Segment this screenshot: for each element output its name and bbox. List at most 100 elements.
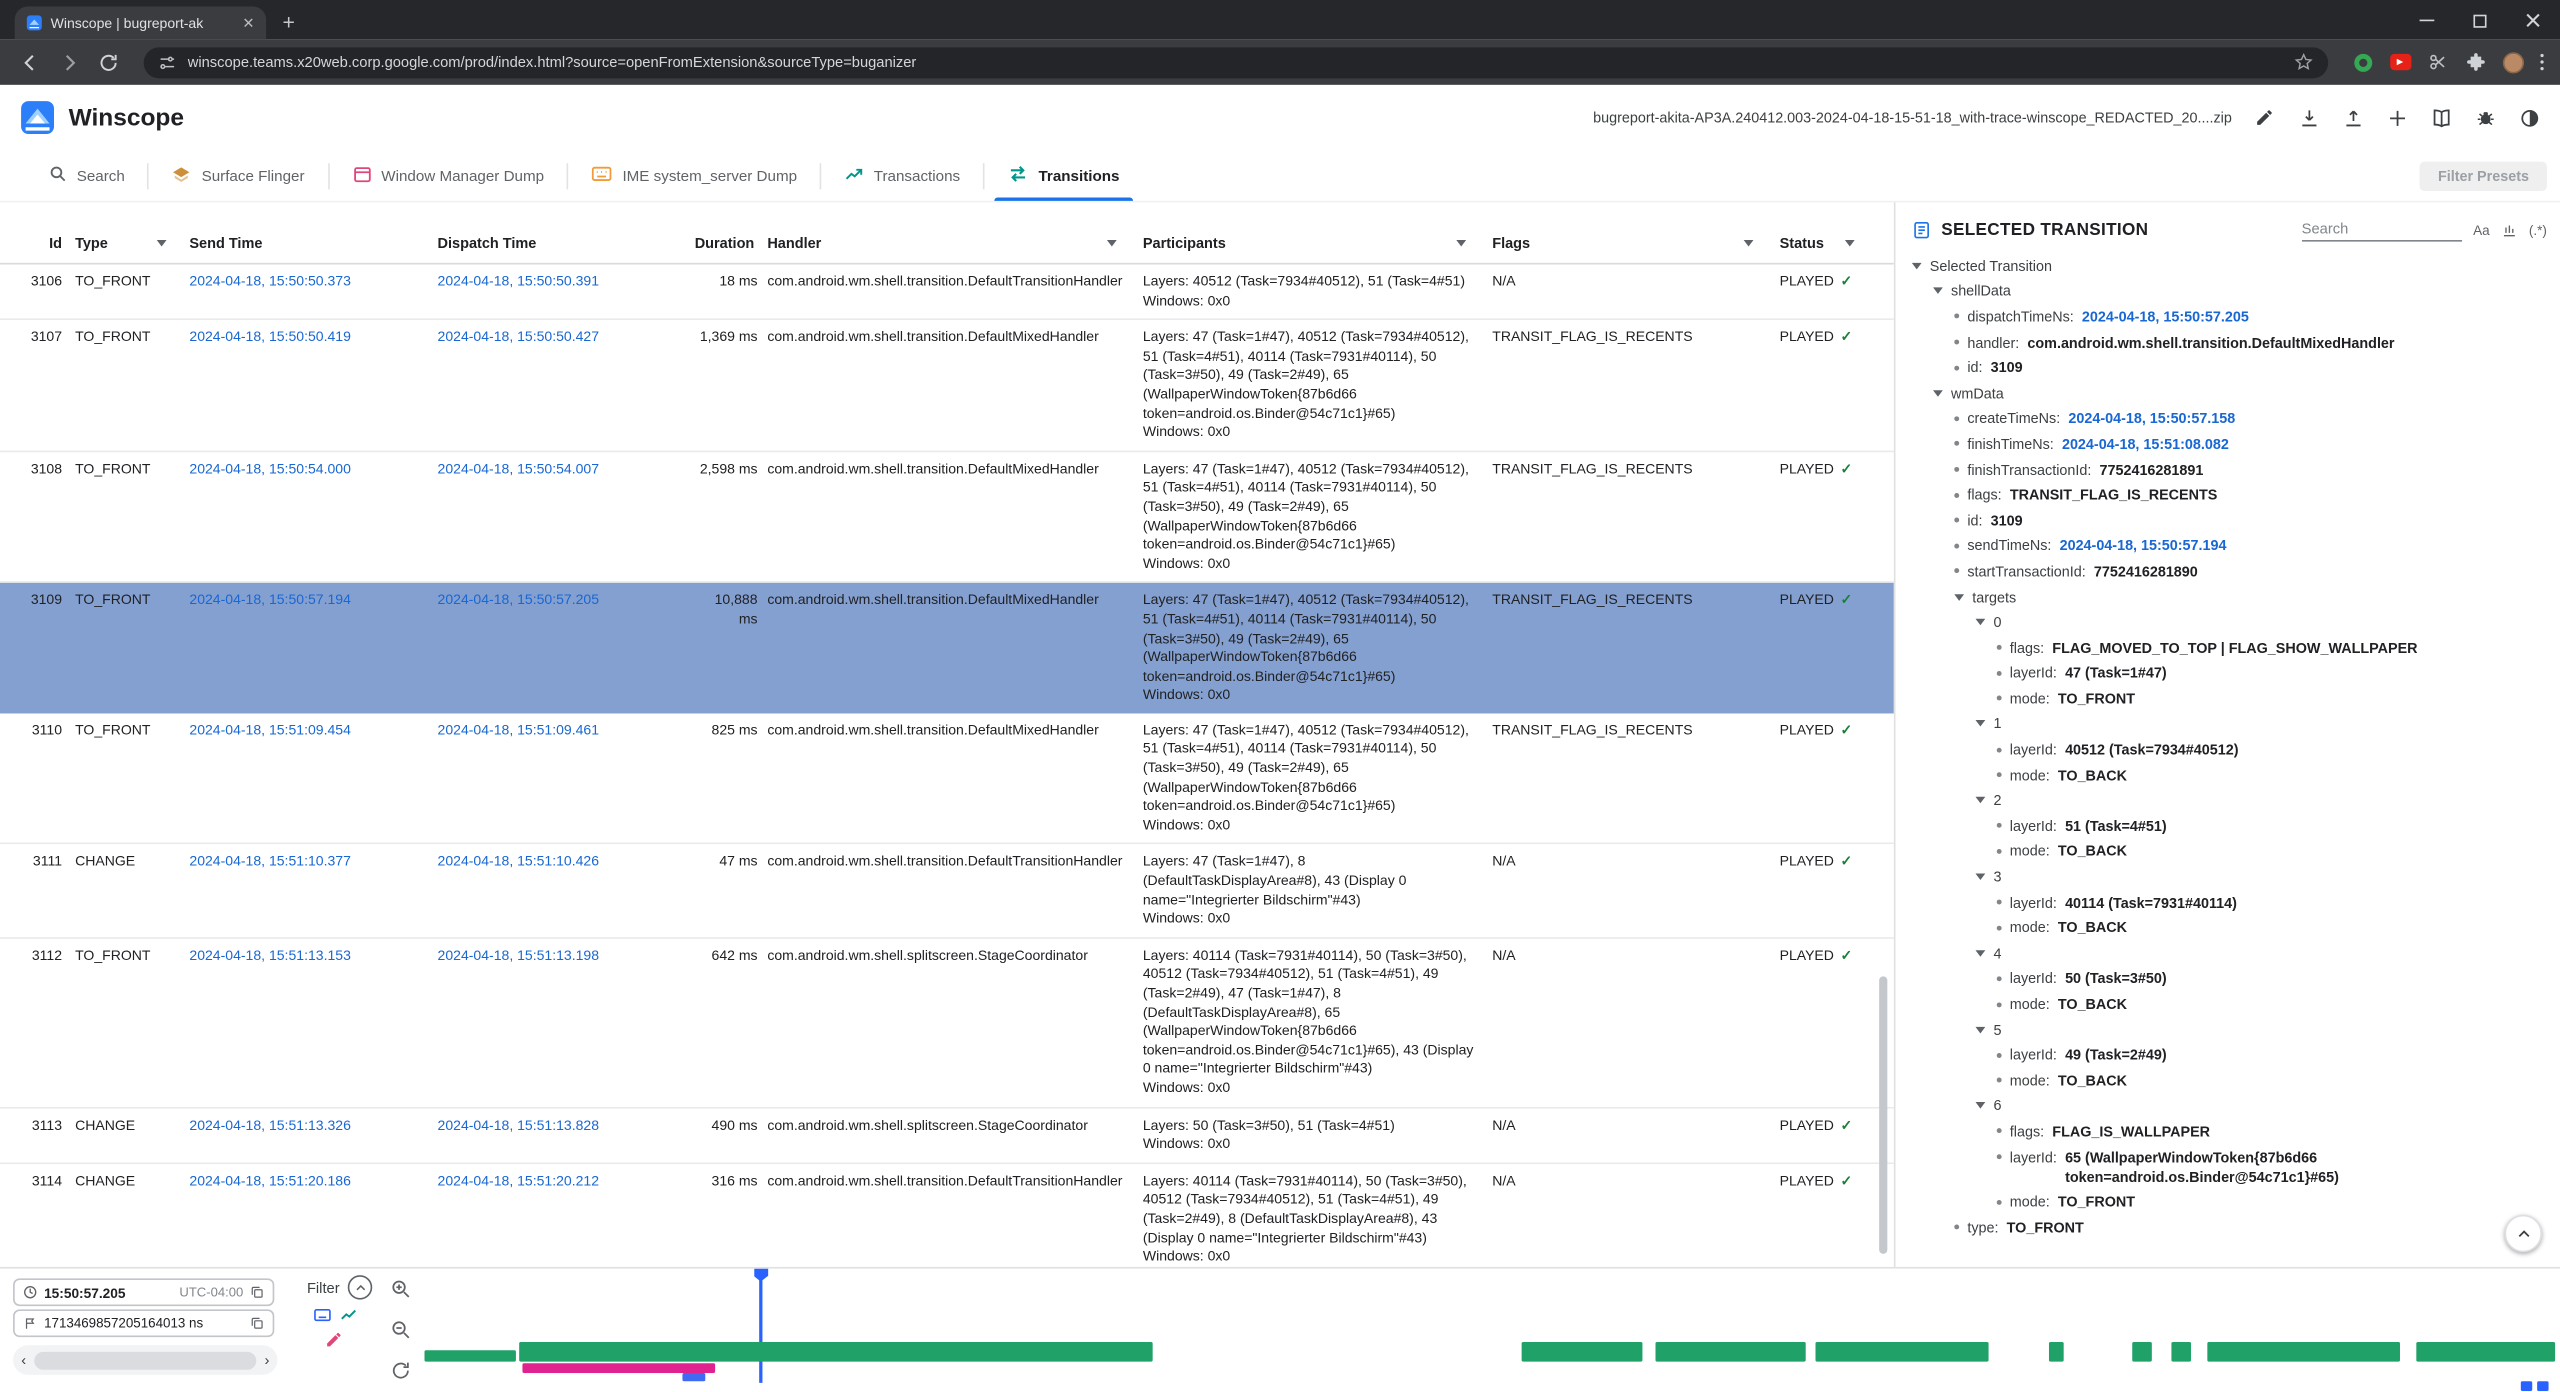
column-header-duration[interactable]: Duration [692,229,767,263]
cell-dispatch-time[interactable]: 2024-04-18, 15:51:13.198 [437,946,600,963]
tree-node-selected-transition[interactable]: Selected Transition [1911,253,2560,278]
chevron-down-icon[interactable] [1933,389,1943,397]
scroll-left-icon[interactable]: ‹ [21,1351,27,1368]
tree-property[interactable]: layerId: 65 (WallpaperWindowToken{87b6d6… [1996,1144,2560,1189]
timeline-bar[interactable] [424,1350,516,1362]
regex-button[interactable]: (.*) [2528,221,2547,238]
chevron-down-icon[interactable] [1975,797,1986,804]
chevron-down-icon[interactable] [1975,1026,1986,1033]
property-value[interactable]: 2024-04-18, 15:50:57.205 [2081,308,2249,325]
table-row[interactable]: 3111 CHANGE 2024-04-18, 15:51:10.377 2024-0… [0,845,1894,939]
timeline-bar[interactable] [1655,1342,1806,1362]
clear-icon[interactable] [2385,106,2408,129]
filter-caret-icon[interactable] [1743,239,1754,246]
extension-icon-gray[interactable] [2424,49,2450,75]
tree-property[interactable]: startTransactionId: 7752416281890 [1954,559,2560,584]
property-value[interactable]: 2024-04-18, 15:51:08.082 [2061,435,2229,453]
tree-property[interactable]: layerId: 40114 (Task=7931#40114) [1996,890,2560,915]
filter-presets-button[interactable]: Filter Presets [2419,161,2547,192]
cell-dispatch-time[interactable]: 2024-04-18, 15:51:09.461 [437,721,600,738]
scrollbar-thumb[interactable] [34,1351,257,1369]
column-header-id[interactable]: Id [0,229,75,263]
tree-property[interactable]: mode: TO_FRONT [1996,1189,2560,1214]
cell-dispatch-time[interactable]: 2024-04-18, 15:51:13.828 [437,1116,600,1133]
timeline-bar[interactable] [1521,1342,1643,1362]
tree-property[interactable]: mode: TO_BACK [1996,762,2560,787]
table-row[interactable]: 3107 TO_FRONT 2024-04-18, 15:50:50.419 2024… [0,320,1894,452]
transactions-trace-icon[interactable] [338,1304,358,1324]
chevron-down-icon[interactable] [1975,873,1986,881]
tree-property[interactable]: mode: TO_BACK [1996,915,2560,940]
tree-node-targets[interactable]: targets [1954,584,2560,609]
browser-menu-icon[interactable] [2540,54,2544,70]
tree-property[interactable]: layerId: 40512 (Task=7934#40512) [1996,737,2560,762]
timeline-bar[interactable] [682,1373,706,1382]
close-icon[interactable] [2526,13,2541,28]
tree-node-shelldata[interactable]: shellData [1933,279,2560,304]
documentation-icon[interactable] [2429,106,2452,129]
timeline-bar[interactable] [519,1342,1153,1362]
tree-node-wmdata[interactable]: wmData [1933,380,2560,405]
timeline-bar[interactable] [2520,1381,2533,1392]
tree-property[interactable]: flags: TRANSIT_FLAG_IS_RECENTS [1954,482,2560,507]
chevron-down-icon[interactable] [1933,287,1943,295]
tree-property[interactable]: mode: TO_BACK [1996,1068,2560,1093]
dark-mode-icon[interactable] [2518,106,2541,129]
table-row[interactable]: 3113 CHANGE 2024-04-18, 15:51:13.326 2024-0… [0,1108,1894,1164]
extensions-puzzle-icon[interactable] [2462,49,2488,75]
tree-property[interactable]: handler: com.android.wm.shell.transition… [1954,329,2560,354]
table-row[interactable]: 3112 TO_FRONT 2024-04-18, 15:51:13.153 2024… [0,938,1894,1108]
cell-dispatch-time[interactable]: 2024-04-18, 15:50:50.391 [437,272,600,289]
ime-trace-icon[interactable] [312,1304,332,1324]
tree-property[interactable]: layerId: 50 (Task=3#50) [1996,966,2560,991]
tree-node-0[interactable]: 0 [1975,609,2560,634]
tree-property[interactable]: id: 3109 [1954,355,2560,380]
cell-send-time[interactable]: 2024-04-18, 15:51:09.454 [189,721,351,738]
cell-send-time[interactable]: 2024-04-18, 15:50:54.000 [189,459,351,477]
scroll-right-icon[interactable]: › [264,1351,270,1368]
zoom-reset-button[interactable] [389,1358,413,1382]
tree-node-1[interactable]: 1 [1975,711,2560,736]
copy-icon[interactable] [250,1285,265,1300]
url-bar[interactable]: winscope.teams.x20web.corp.google.com/pr… [143,46,2329,78]
tab-close-icon[interactable]: ✕ [242,13,255,31]
reload-icon[interactable] [95,49,121,75]
chevron-down-icon[interactable] [1975,618,1986,626]
forward-icon[interactable] [56,49,82,75]
tree-property[interactable]: layerId: 47 (Task=1#47) [1996,660,2560,685]
column-header-status[interactable]: Status [1780,229,1881,263]
cell-send-time[interactable]: 2024-04-18, 15:51:10.377 [189,852,351,870]
site-settings-icon[interactable] [158,53,176,71]
chevron-down-icon[interactable] [1911,262,1922,270]
cursor-timestamp[interactable]: 15:50:57.205 [44,1284,126,1301]
cell-send-time[interactable]: 2024-04-18, 15:50:50.419 [189,328,351,345]
new-tab-button[interactable]: + [282,9,295,35]
collapse-timeline-button[interactable] [347,1275,373,1300]
filter-caret-icon[interactable] [1844,239,1855,246]
zoom-in-button[interactable] [389,1277,413,1301]
cell-dispatch-time[interactable]: 2024-04-18, 15:50:57.205 [437,591,600,608]
minimize-icon[interactable] [2419,19,2435,22]
browser-tab[interactable]: Winscope | bugreport-ak ✕ [14,6,267,40]
youtube-extension-icon[interactable] [2387,49,2413,75]
tab-transactions[interactable]: Transactions [822,150,983,201]
timeline-bar[interactable] [2207,1342,2400,1362]
cell-dispatch-time[interactable]: 2024-04-18, 15:51:20.212 [437,1171,600,1189]
tree-property[interactable]: id: 3109 [1954,508,2560,533]
tab-ime-system-server-dump[interactable]: IME system_server Dump [569,150,820,201]
column-header-flags[interactable]: Flags [1492,229,1779,263]
table-row[interactable]: 3114 CHANGE 2024-04-18, 15:51:20.186 2024-0… [0,1164,1894,1267]
timeline-cursor-line[interactable] [759,1270,763,1383]
match-case-button[interactable]: Aa [2473,221,2490,238]
tree-property[interactable]: finishTimeNs: 2024-04-18, 15:51:08.082 [1954,431,2560,456]
edit-icon[interactable] [2253,106,2276,129]
cell-send-time[interactable]: 2024-04-18, 15:51:20.186 [189,1171,351,1189]
tree-property[interactable]: mode: TO_BACK [1996,991,2560,1016]
cursor-timestamp-ns[interactable]: 1713469857205164013 ns [44,1315,204,1331]
upload-icon[interactable] [2341,106,2364,129]
tab-window-manager-dump[interactable]: Window Manager Dump [329,150,567,201]
tree-property[interactable]: layerId: 49 (Task=2#49) [1996,1042,2560,1067]
report-bug-icon[interactable] [2473,106,2496,129]
tree-property[interactable]: finishTransactionId: 7752416281891 [1954,457,2560,482]
table-row[interactable]: 3110 TO_FRONT 2024-04-18, 15:51:09.454 2024… [0,713,1894,845]
